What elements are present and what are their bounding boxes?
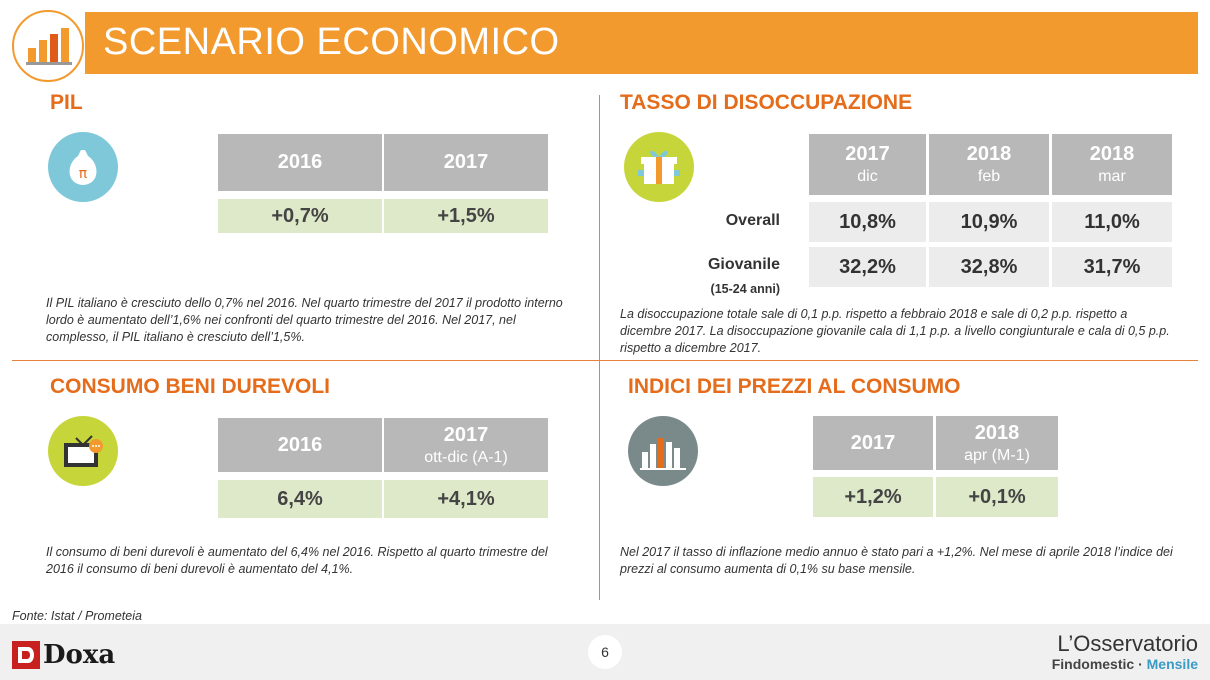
gift-box-icon [624, 132, 694, 202]
disocc-giovanile-2: 32,8% [929, 247, 1049, 287]
pil-header-2017: 2017 [384, 134, 548, 191]
disocc-row-label-giovanile: Giovanile [707, 256, 780, 273]
prezzi-value-2018: +0,1% [936, 477, 1058, 517]
disocc-giovanile-3: 31,7% [1052, 247, 1172, 287]
doxa-wordmark: Doxa [43, 640, 116, 670]
disocc-row-sublabel-giovanile: (15-24 anni) [710, 282, 780, 296]
disocc-overall-3: 11,0% [1052, 202, 1172, 242]
disoccupazione-title: TASSO DI DISOCCUPAZIONE [620, 91, 913, 114]
consumo-value-2017: +4,1% [384, 480, 548, 518]
header-band [85, 12, 1198, 74]
vertical-divider [599, 95, 600, 600]
disocc-overall-1: 10,8% [809, 202, 926, 242]
horizontal-divider [12, 360, 1198, 361]
consumo-header-2016: 2016 [218, 418, 382, 472]
disocc-header-2: 2018 feb [929, 134, 1049, 195]
pil-header-2016: 2016 [218, 134, 382, 191]
prezzi-title: INDICI DEI PREZZI AL CONSUMO [628, 375, 961, 398]
prezzi-value-2017: +1,2% [813, 477, 933, 517]
osservatorio-logo: L’Osservatorio Findomestic · Mensile [1000, 631, 1198, 673]
prezzi-header-2017: 2017 [813, 416, 933, 470]
consumo-title: CONSUMO BENI DUREVOLI [50, 375, 331, 398]
consumo-note: Il consumo di beni durevoli è aumentato … [46, 545, 548, 576]
disocc-giovanile-1: 32,2% [809, 247, 926, 287]
page-title: SCENARIO ECONOMICO [103, 21, 560, 63]
svg-text:π: π [79, 166, 88, 182]
city-buildings-icon [628, 416, 698, 486]
osservatorio-title: L’Osservatorio [1057, 631, 1198, 656]
disocc-header-1: 2017 dic [809, 134, 926, 195]
osservatorio-findomestic: Findomestic [1051, 656, 1135, 672]
page-number: 6 [588, 635, 622, 669]
pil-note: Il PIL italiano è cresciuto dello 0,7% n… [46, 296, 563, 344]
pil-value-2016: +0,7% [218, 199, 382, 233]
source-note: Fonte: Istat / Prometeia [12, 609, 142, 623]
disocc-overall-2: 10,9% [929, 202, 1049, 242]
money-bag-icon: π [48, 132, 118, 202]
disoccupazione-note: La disoccupazione totale sale di 0,1 p.p… [620, 307, 1170, 355]
consumo-value-2016: 6,4% [218, 480, 382, 518]
pil-title: PIL [50, 91, 83, 114]
doxa-logo-icon [12, 641, 40, 669]
disocc-row-label-overall: Overall [725, 212, 780, 229]
disocc-header-3: 2018 mar [1052, 134, 1172, 195]
prezzi-header-2018: 2018 apr (M-1) [936, 416, 1058, 470]
doxa-logo: Doxa [12, 640, 115, 670]
prezzi-note: Nel 2017 il tasso di inflazione medio an… [620, 545, 1173, 576]
chart-logo-icon [12, 10, 84, 82]
consumo-header-2017: 2017 ott-dic (A-1) [384, 418, 548, 472]
osservatorio-mensile: Mensile [1146, 656, 1198, 672]
osservatorio-separator: · [1134, 656, 1147, 672]
tv-icon [48, 416, 118, 486]
pil-value-2017: +1,5% [384, 199, 548, 233]
